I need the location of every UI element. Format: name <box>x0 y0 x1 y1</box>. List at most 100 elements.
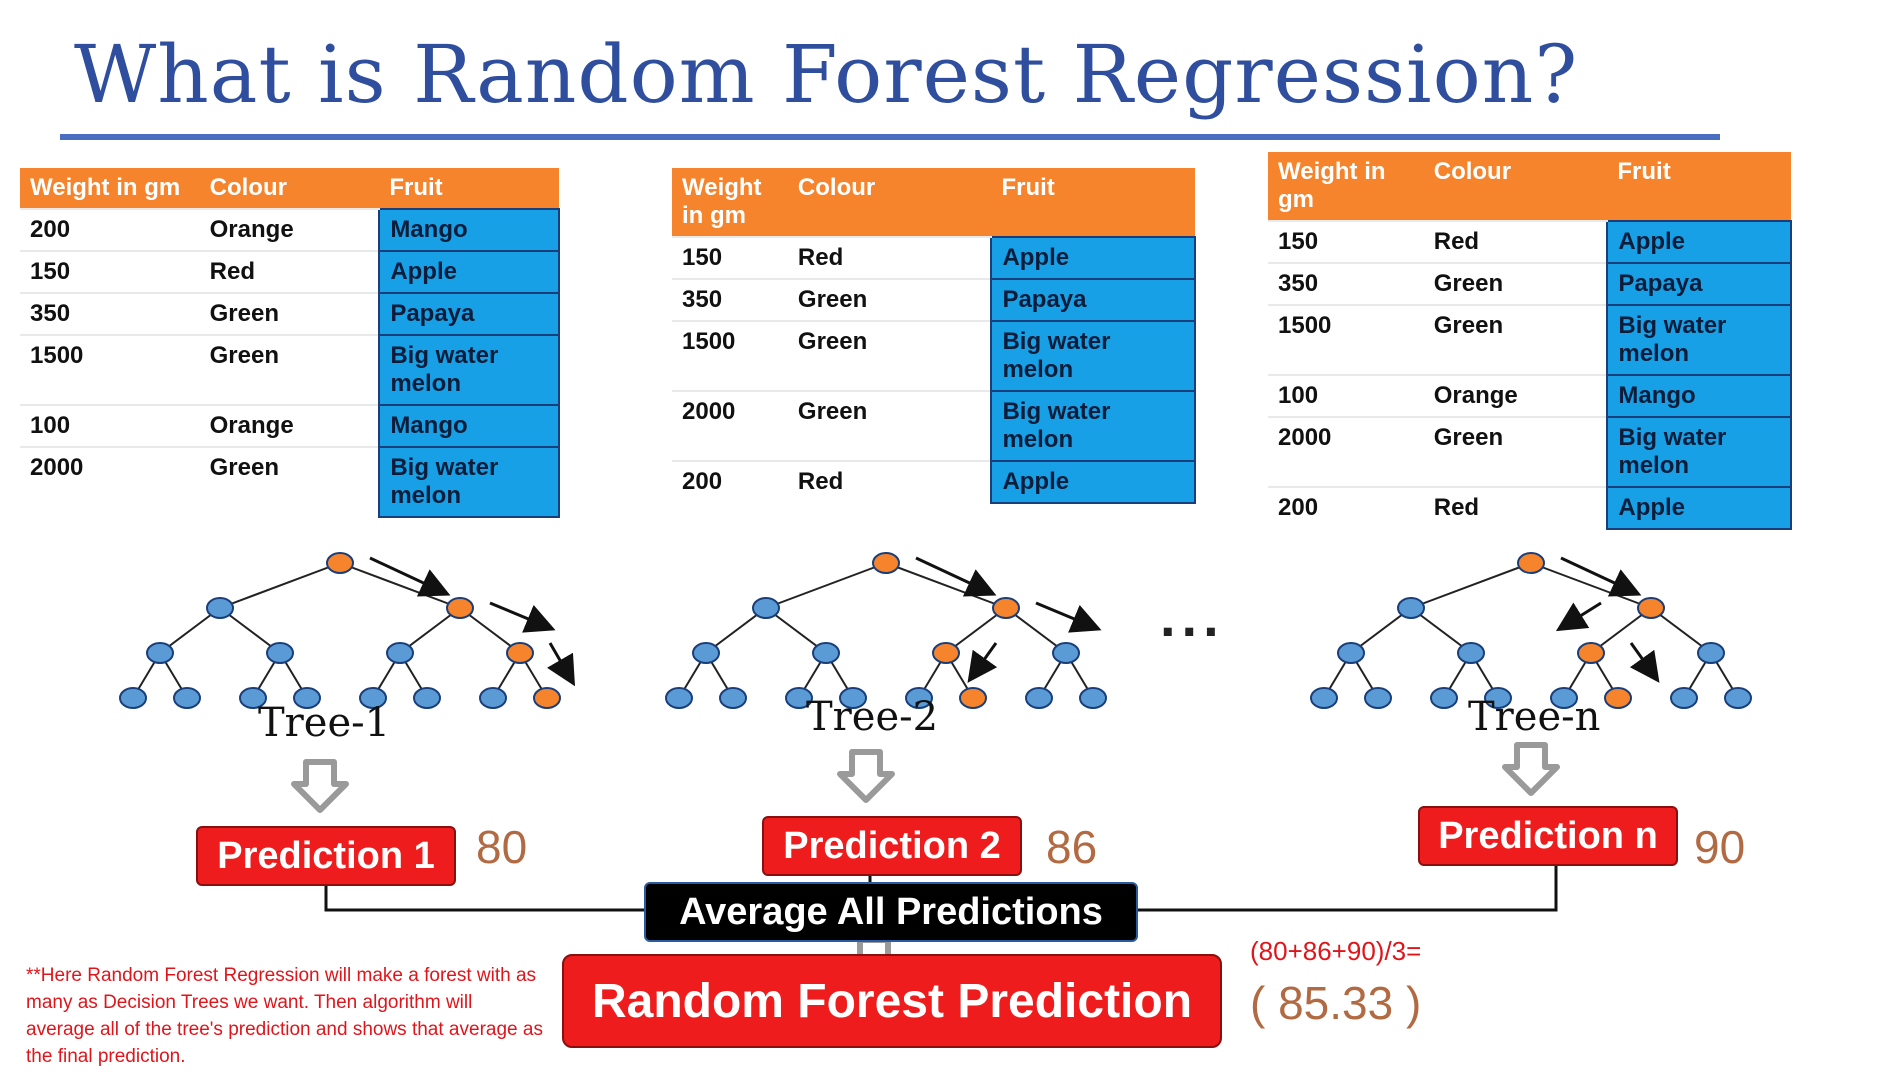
cell-colour: Green <box>1423 416 1608 487</box>
branch-node <box>1637 597 1665 619</box>
leaf-node <box>1604 687 1632 709</box>
cell-fruit: Big water melon <box>1606 304 1792 376</box>
cell-fruit: Papaya <box>1606 262 1792 306</box>
leaf-node <box>959 687 987 709</box>
title-underline <box>60 134 1720 140</box>
cell-weight: 200 <box>1268 486 1424 529</box>
cell-weight: 100 <box>1268 374 1424 417</box>
table-row: 150 Red Apple <box>1268 220 1792 264</box>
leaf-node <box>359 687 387 709</box>
branch-node <box>692 642 720 664</box>
page-title: What is Random Forest Regression? <box>74 28 1579 121</box>
table-row: 200 Orange Mango <box>20 208 560 252</box>
cell-fruit: Big water melon <box>378 334 560 406</box>
table-row: 200 Red Apple <box>1268 486 1792 530</box>
tree-label-1: Tree-1 <box>258 700 391 746</box>
branch-node <box>446 597 474 619</box>
branch-node <box>506 642 534 664</box>
cell-fruit: Mango <box>378 208 560 252</box>
cell-fruit: Apple <box>990 236 1196 280</box>
cell-colour: Green <box>199 446 380 517</box>
traversal-arrow <box>1555 601 1602 632</box>
branch-node <box>206 597 234 619</box>
table-row: 1500 Green Big water melon <box>672 320 1196 392</box>
cell-fruit: Mango <box>378 404 560 448</box>
leaf-node <box>665 687 693 709</box>
header-fruit: Fruit <box>379 168 559 209</box>
dataset-table-2: Weight in gm Colour Fruit 150 Red Apple 35… <box>672 168 1196 504</box>
cell-fruit: Apple <box>1606 220 1792 264</box>
traversal-arrow <box>1560 556 1642 597</box>
leaf-node <box>719 687 747 709</box>
traversal-arrow <box>546 642 576 687</box>
cell-fruit: Papaya <box>378 292 560 336</box>
prediction-n-value: 90 <box>1694 821 1746 873</box>
leaf-node <box>293 687 321 709</box>
cell-weight: 1500 <box>672 320 788 391</box>
cell-fruit: Papaya <box>990 278 1196 322</box>
table-row: 100 Orange Mango <box>20 404 560 448</box>
branch-node <box>1397 597 1425 619</box>
cell-colour: Red <box>199 250 380 293</box>
connector-line <box>1134 862 1558 912</box>
decision-tree-2 <box>665 552 1107 709</box>
leaf-node <box>1430 687 1458 709</box>
branch-node <box>1337 642 1365 664</box>
table-row: 2000 Green Big water melon <box>20 446 560 518</box>
header-fruit: Fruit <box>1607 152 1791 221</box>
final-prediction-value: ( 85.33 ) <box>1250 977 1422 1029</box>
prediction-1-box: Prediction 1 <box>196 826 456 886</box>
table-row: 200 Red Apple <box>672 460 1196 504</box>
header-weight: Weight in gm <box>1268 152 1424 221</box>
cell-colour: Red <box>787 236 992 279</box>
leaf-node <box>413 687 441 709</box>
cell-fruit: Big water melon <box>990 390 1196 462</box>
table-header-row: Weight in gm Colour Fruit <box>20 168 559 209</box>
table-header-row: Weight in gm Colour Fruit <box>672 168 1195 237</box>
cell-weight: 100 <box>20 404 200 447</box>
decision-tree-1 <box>119 552 576 709</box>
table-row: 1500 Green Big water melon <box>1268 304 1792 376</box>
dataset-table-3: Weight in gm Colour Fruit 150 Red Apple 35… <box>1268 152 1792 530</box>
down-arrow-icon <box>1502 742 1560 796</box>
cell-weight: 1500 <box>1268 304 1424 375</box>
cell-weight: 2000 <box>20 446 200 517</box>
cell-weight: 200 <box>20 208 200 251</box>
cell-fruit: Mango <box>1606 374 1792 418</box>
branch-node <box>812 642 840 664</box>
cell-colour: Green <box>199 334 380 405</box>
cell-weight: 1500 <box>20 334 200 405</box>
decision-tree-3 <box>1310 552 1752 709</box>
cell-fruit: Big water melon <box>1606 416 1792 488</box>
leaf-node <box>173 687 201 709</box>
cell-weight: 150 <box>1268 220 1424 263</box>
cell-weight: 200 <box>672 460 788 503</box>
traversal-arrow <box>1035 601 1102 633</box>
cell-colour: Red <box>787 460 992 503</box>
tree-label-n: Tree-n <box>1468 694 1601 740</box>
random-forest-prediction-box: Random Forest Prediction <box>562 954 1222 1048</box>
cell-colour: Green <box>1423 262 1608 305</box>
prediction-2-box: Prediction 2 <box>762 816 1022 876</box>
table-row: 150 Red Apple <box>672 236 1196 280</box>
table-row: 350 Green Papaya <box>672 278 1196 322</box>
average-predictions-box: Average All Predictions <box>644 882 1138 942</box>
cell-colour: Green <box>1423 304 1608 375</box>
leaf-node <box>1550 687 1578 709</box>
cell-colour: Green <box>787 320 992 391</box>
cell-colour: Green <box>199 292 380 335</box>
leaf-node <box>785 687 813 709</box>
down-arrow-icon <box>837 749 895 803</box>
cell-colour: Green <box>787 390 992 461</box>
table-header-row: Weight in gm Colour Fruit <box>1268 152 1791 221</box>
table-row: 350 Green Papaya <box>20 292 560 336</box>
table-row: 1500 Green Big water melon <box>20 334 560 406</box>
leaf-node <box>1484 687 1512 709</box>
connector-line <box>324 882 644 912</box>
branch-node <box>386 642 414 664</box>
leaf-node <box>1025 687 1053 709</box>
branch-node <box>1457 642 1485 664</box>
tree-label-2: Tree-2 <box>806 694 939 740</box>
prediction-1-value: 80 <box>476 821 528 873</box>
branch-node <box>752 597 780 619</box>
